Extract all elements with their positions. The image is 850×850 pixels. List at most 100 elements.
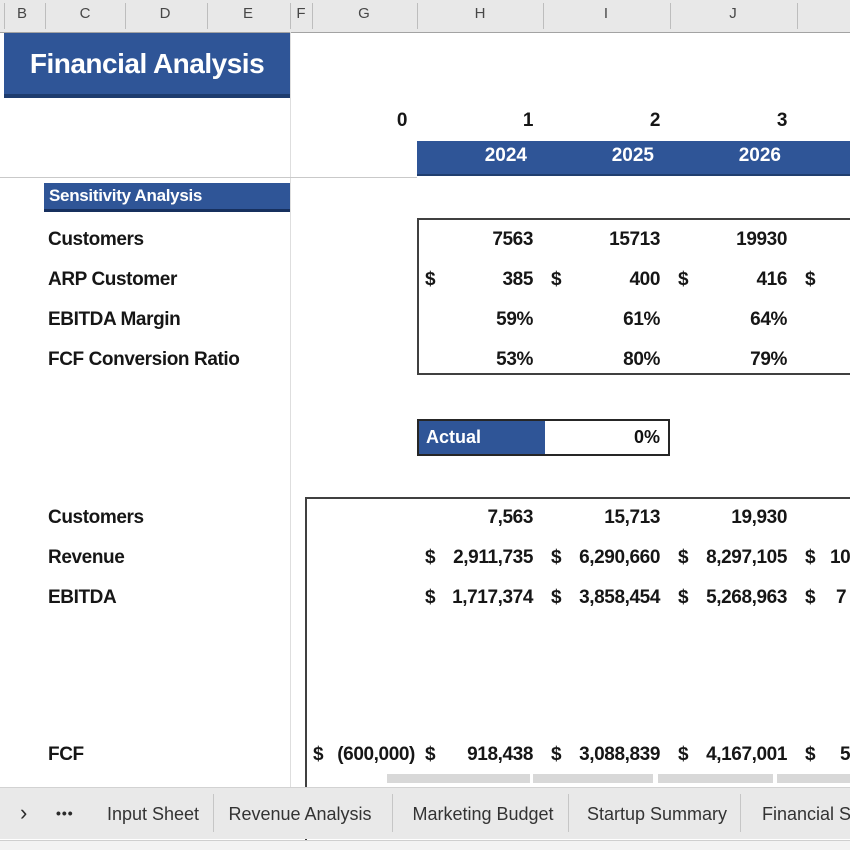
cell-forecast-revenue-2024[interactable]: 2,911,735 [453, 547, 533, 568]
sensitivity-table-border [417, 218, 850, 375]
column-header-h[interactable]: H [474, 5, 486, 22]
row-shading-fragment [533, 774, 653, 783]
cell-forecast-fcf-2027-clipped[interactable]: 5 [840, 744, 850, 765]
row-shading-fragment [658, 774, 773, 783]
currency-sign: $ [805, 744, 816, 765]
cell-forecast-ebitda-2025[interactable]: 3,858,454 [579, 587, 660, 608]
cell-forecast-fcf-2024[interactable]: 918,438 [467, 744, 533, 765]
tab-divider [392, 794, 393, 832]
row-label-ebitda-margin: EBITDA Margin [48, 309, 181, 330]
cell-forecast-customers-2024[interactable]: 7,563 [487, 507, 533, 528]
scenario-selector-value[interactable]: 0% [633, 427, 660, 447]
row-label-forecast-customers: Customers [48, 507, 144, 528]
cell-sens-fcf-ratio-2025[interactable]: 80% [623, 349, 660, 370]
tab-divider [213, 794, 214, 832]
gridline-horizontal [0, 177, 417, 178]
cell-sens-ebitda-margin-2024[interactable]: 59% [496, 309, 533, 330]
row-shading-fragment [777, 774, 850, 783]
cell-sens-ebitda-margin-2025[interactable]: 61% [623, 309, 660, 330]
cell-period-3[interactable]: 3 [776, 110, 788, 131]
cell-period-1[interactable]: 1 [522, 110, 534, 131]
cell-forecast-revenue-2026[interactable]: 8,297,105 [706, 547, 787, 568]
currency-sign: $ [678, 269, 689, 290]
column-header-row: B C D E F G H I J [0, 0, 850, 33]
cell-forecast-ebitda-2027-clipped[interactable]: 7 [836, 587, 847, 608]
column-divider [670, 3, 671, 29]
cell-forecast-revenue-2027-clipped[interactable]: 10 [830, 547, 850, 568]
column-header-d[interactable]: D [159, 5, 171, 22]
cell-year-2026[interactable]: 2026 [738, 145, 781, 166]
gridline-vertical [290, 32, 291, 787]
currency-sign: $ [551, 587, 562, 608]
cell-forecast-ebitda-2026[interactable]: 5,268,963 [706, 587, 787, 608]
cell-sens-fcf-ratio-2024[interactable]: 53% [496, 349, 533, 370]
currency-sign: $ [678, 547, 689, 568]
column-header-j[interactable]: J [729, 5, 737, 22]
cell-sens-customers-2026[interactable]: 19930 [736, 229, 787, 250]
cell-forecast-customers-2026[interactable]: 19,930 [731, 507, 787, 528]
tab-startup-summary[interactable]: Startup Summary [586, 804, 728, 824]
sheet-tab-bar: › ••• Input Sheet Revenue Analysis Marke… [0, 787, 850, 839]
cell-forecast-customers-2025[interactable]: 15,713 [604, 507, 660, 528]
row-label-fcf-conversion-ratio: FCF Conversion Ratio [48, 349, 240, 370]
currency-sign: $ [425, 587, 436, 608]
currency-sign: $ [425, 744, 436, 765]
currency-sign: $ [678, 744, 689, 765]
tab-input-sheet[interactable]: Input Sheet [106, 804, 200, 824]
cell-period-2[interactable]: 2 [649, 110, 661, 131]
cell-period-0[interactable]: 0 [396, 110, 408, 131]
cell-sens-fcf-ratio-2026[interactable]: 79% [750, 349, 787, 370]
cell-forecast-fcf-initial[interactable]: (600,000) [337, 744, 415, 765]
row-label-forecast-revenue: Revenue [48, 547, 125, 568]
column-divider [543, 3, 544, 29]
cell-forecast-revenue-2025[interactable]: 6,290,660 [579, 547, 660, 568]
column-divider [312, 3, 313, 29]
cell-sens-arp-2026[interactable]: 416 [756, 269, 787, 290]
currency-sign: $ [805, 587, 816, 608]
column-divider [290, 3, 291, 29]
column-header-e[interactable]: E [242, 5, 253, 22]
row-label-arp-customer: ARP Customer [48, 269, 177, 290]
tab-financial-statements-clipped[interactable]: Financial Sta [762, 804, 850, 824]
column-divider [45, 3, 46, 29]
cell-sens-ebitda-margin-2026[interactable]: 64% [750, 309, 787, 330]
currency-sign: $ [551, 547, 562, 568]
cell-year-2025[interactable]: 2025 [611, 145, 654, 166]
tab-divider [568, 794, 569, 832]
column-divider [207, 3, 208, 29]
column-header-g[interactable]: G [358, 5, 370, 22]
tab-revenue-analysis[interactable]: Revenue Analysis [228, 804, 372, 824]
column-header-c[interactable]: C [79, 5, 91, 22]
column-header-b[interactable]: B [16, 5, 27, 22]
scenario-selector[interactable]: Actual 0% [417, 419, 670, 456]
row-shading-fragment [387, 774, 530, 783]
cell-sens-customers-2025[interactable]: 15713 [609, 229, 660, 250]
cell-forecast-fcf-2026[interactable]: 4,167,001 [706, 744, 787, 765]
cell-forecast-fcf-2025[interactable]: 3,088,839 [579, 744, 660, 765]
sensitivity-section-header: Sensitivity Analysis [44, 183, 290, 212]
row-label-forecast-fcf: FCF [48, 744, 84, 765]
currency-sign: $ [425, 269, 436, 290]
scenario-selector-label[interactable]: Actual [419, 421, 545, 454]
cell-year-2024[interactable]: 2024 [484, 145, 527, 166]
cell-forecast-ebitda-2024[interactable]: 1,717,374 [452, 587, 533, 608]
currency-sign: $ [678, 587, 689, 608]
cell-sens-customers-2024[interactable]: 7563 [492, 229, 533, 250]
currency-sign: $ [551, 744, 562, 765]
currency-sign: $ [425, 547, 436, 568]
tab-overflow-dots-icon[interactable]: ••• [56, 805, 74, 821]
column-divider [417, 3, 418, 29]
forecast-table-border [305, 497, 850, 850]
column-header-f[interactable]: F [296, 5, 306, 22]
cell-sens-arp-2024[interactable]: 385 [502, 269, 533, 290]
tab-marketing-budget[interactable]: Marketing Budget [412, 804, 554, 824]
column-header-i[interactable]: I [603, 5, 609, 22]
currency-sign: $ [805, 269, 816, 290]
status-bar [0, 840, 850, 850]
tab-scroll-right-icon[interactable]: › [20, 800, 28, 825]
cell-sens-arp-2025[interactable]: 400 [629, 269, 660, 290]
sheet-title: Financial Analysis [4, 33, 290, 98]
row-label-forecast-ebitda: EBITDA [48, 587, 117, 608]
currency-sign: $ [805, 547, 816, 568]
